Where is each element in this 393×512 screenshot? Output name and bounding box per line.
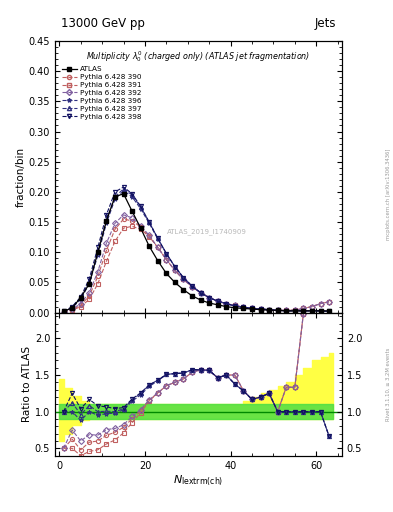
Text: Jets: Jets xyxy=(315,17,336,30)
Text: ATLAS_2019_I1740909: ATLAS_2019_I1740909 xyxy=(167,228,247,234)
Text: 13000 GeV pp: 13000 GeV pp xyxy=(61,17,145,30)
Text: Rivet 3.1.10, ≥ 3.2M events: Rivet 3.1.10, ≥ 3.2M events xyxy=(386,347,391,421)
Legend: ATLAS, Pythia 6.428 390, Pythia 6.428 391, Pythia 6.428 392, Pythia 6.428 396, P: ATLAS, Pythia 6.428 390, Pythia 6.428 39… xyxy=(61,67,142,119)
Text: mcplots.cern.ch [arXiv:1306.3436]: mcplots.cern.ch [arXiv:1306.3436] xyxy=(386,149,391,240)
Y-axis label: Ratio to ATLAS: Ratio to ATLAS xyxy=(22,346,32,422)
Y-axis label: fraction/bin: fraction/bin xyxy=(16,147,26,207)
X-axis label: $N_{\mathsf{lextrm(ch)}}$: $N_{\mathsf{lextrm(ch)}}$ xyxy=(173,473,224,488)
Text: Multiplicity $\lambda_0^0$ (charged only) (ATLAS jet fragmentation): Multiplicity $\lambda_0^0$ (charged only… xyxy=(86,49,310,64)
